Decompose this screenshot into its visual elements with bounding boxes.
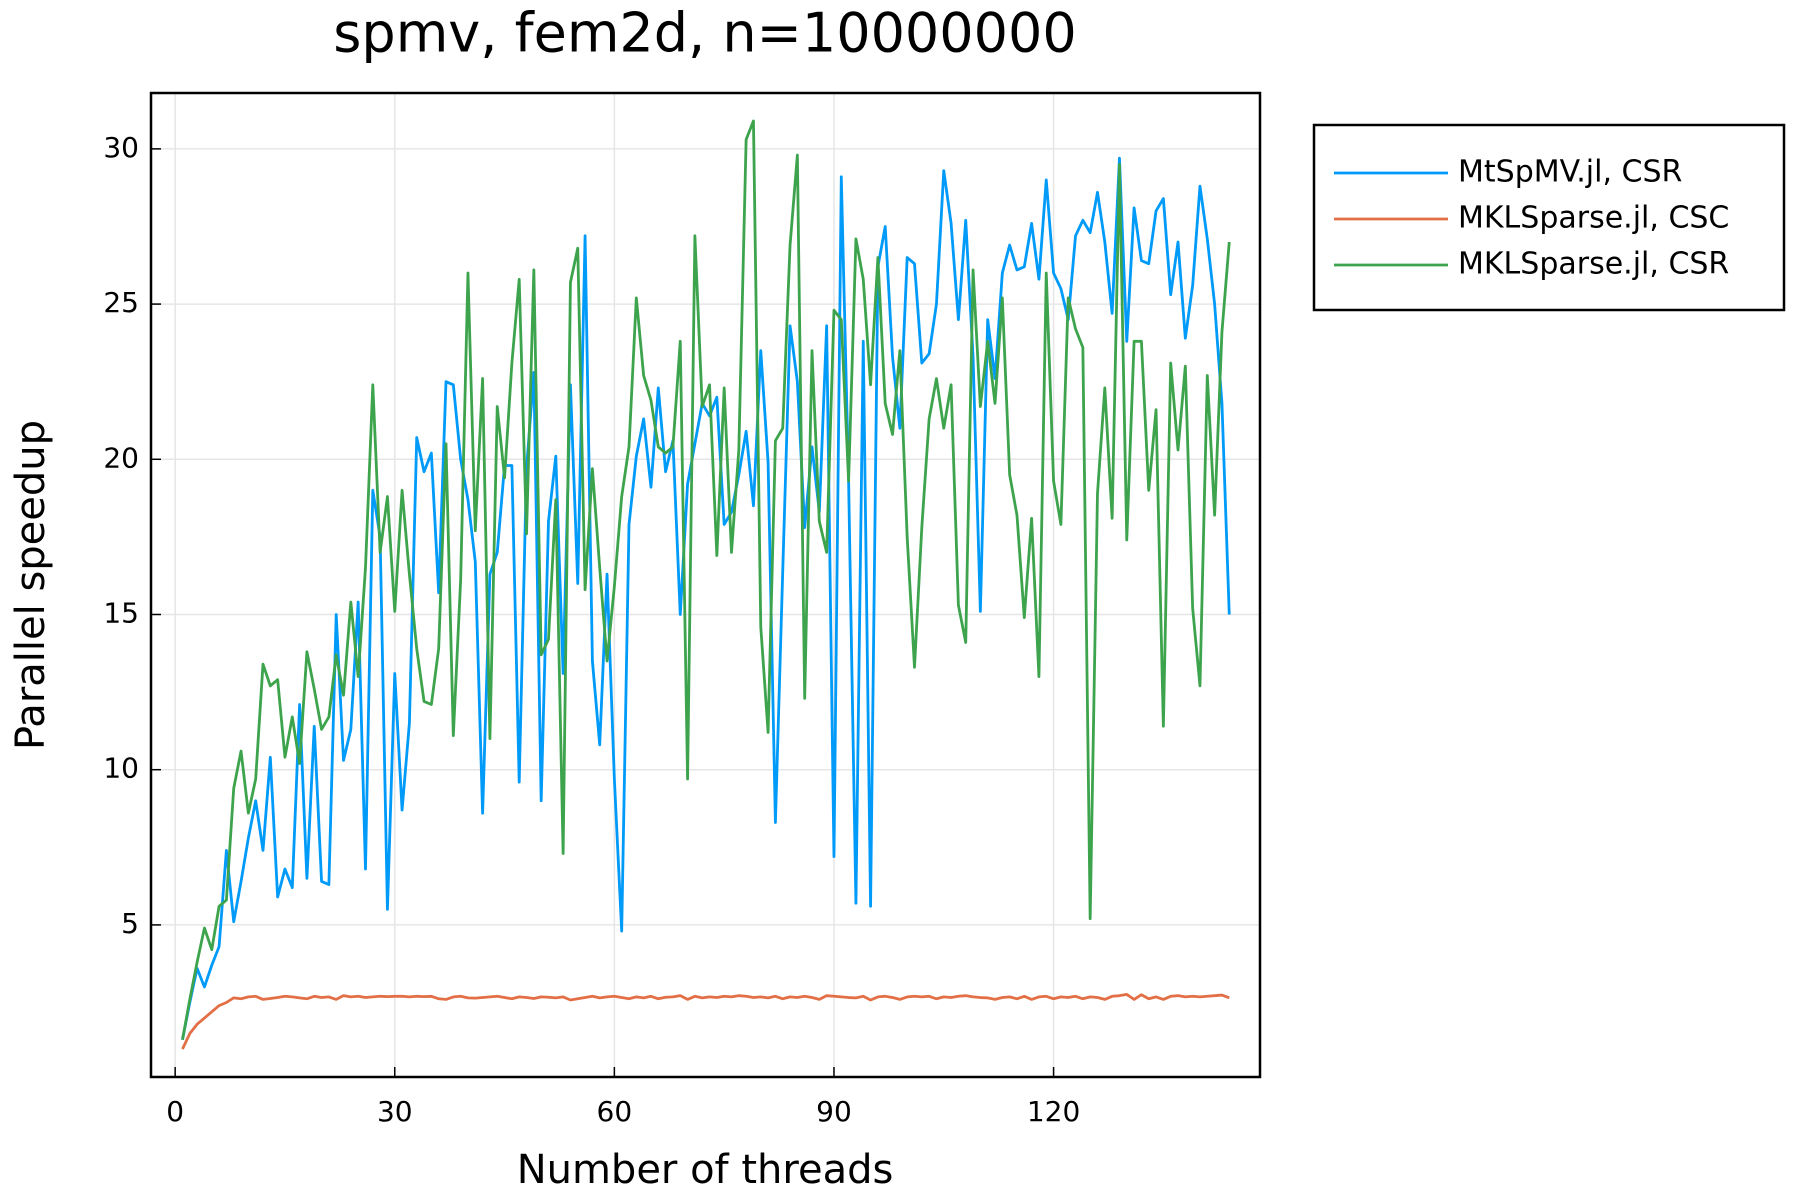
y-tick-label: 30 xyxy=(103,131,139,164)
plot-frame xyxy=(149,91,1262,1079)
x-tick-label: 30 xyxy=(377,1095,413,1128)
y-tick-label: 15 xyxy=(103,596,139,629)
y-tick-label: 25 xyxy=(103,286,139,319)
legend-label: MtSpMV.jl, CSR xyxy=(1458,155,1682,190)
legend-label: MKLSparse.jl, CSR xyxy=(1458,247,1729,282)
series-line xyxy=(181,156,1231,1041)
y-tick-label: 20 xyxy=(103,441,139,474)
series-line xyxy=(181,119,1231,1040)
x-tick-label: 120 xyxy=(1027,1095,1080,1128)
x-tick-label: 90 xyxy=(816,1095,852,1128)
x-tick-label: 60 xyxy=(597,1095,633,1128)
legend-box xyxy=(1312,123,1786,312)
y-tick-label: 5 xyxy=(121,907,139,940)
y-tick-label: 10 xyxy=(103,752,139,785)
chart-title: spmv, fem2d, n=10000000 xyxy=(333,2,1076,65)
legend-label: MKLSparse.jl, CSC xyxy=(1458,201,1729,236)
y-axis-label: Parallel speedup xyxy=(8,420,54,750)
series-line xyxy=(181,993,1230,1050)
x-axis-label: Number of threads xyxy=(517,1147,894,1193)
x-tick-label: 0 xyxy=(166,1095,184,1128)
